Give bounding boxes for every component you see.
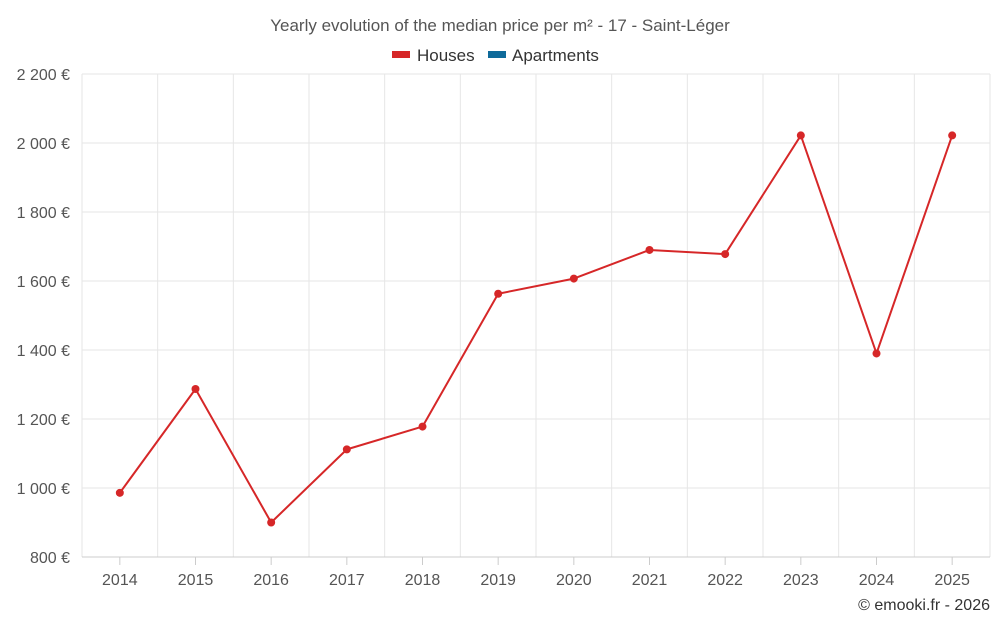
- data-point-houses-2018[interactable]: [418, 422, 427, 431]
- legend-label-houses[interactable]: Houses: [417, 46, 475, 65]
- legend-swatch-apartments: [488, 51, 506, 58]
- y-tick-label: 1 000 €: [17, 481, 70, 498]
- legend-swatch-houses: [392, 51, 410, 58]
- data-point-houses-2017[interactable]: [342, 445, 351, 454]
- series: [115, 131, 957, 527]
- x-tick-label: 2015: [178, 572, 214, 589]
- legend: Houses Apartments: [392, 46, 599, 65]
- x-tick-label: 2021: [632, 572, 668, 589]
- y-tick-label: 2 200 €: [17, 67, 70, 84]
- data-point-houses-2025[interactable]: [948, 131, 957, 140]
- data-point-houses-2016[interactable]: [267, 518, 276, 527]
- y-tick-label: 1 200 €: [17, 412, 70, 429]
- y-tick-label: 1 600 €: [17, 274, 70, 291]
- legend-label-apartments[interactable]: Apartments: [512, 46, 599, 65]
- data-point-houses-2015[interactable]: [191, 384, 200, 393]
- x-tick-label: 2014: [102, 572, 138, 589]
- data-point-houses-2020[interactable]: [569, 274, 578, 283]
- data-point-houses-2021[interactable]: [645, 245, 654, 254]
- data-point-houses-2019[interactable]: [494, 289, 503, 298]
- credit-text: © emooki.fr - 2026: [858, 597, 990, 614]
- data-point-houses-2022[interactable]: [721, 250, 730, 259]
- y-tick-label: 1 400 €: [17, 343, 70, 360]
- grid: [81, 73, 991, 557]
- x-tick-label: 2022: [707, 572, 743, 589]
- x-tick-label: 2017: [329, 572, 365, 589]
- y-tick-label: 1 800 €: [17, 205, 70, 222]
- chart-title: Yearly evolution of the median price per…: [270, 16, 730, 35]
- x-tick-label: 2024: [859, 572, 895, 589]
- y-tick-label: 800 €: [30, 550, 70, 567]
- y-tick-label: 2 000 €: [17, 136, 70, 153]
- x-tick-label: 2020: [556, 572, 592, 589]
- x-tick-label: 2016: [253, 572, 289, 589]
- x-tick-label: 2019: [480, 572, 516, 589]
- axes: 800 € 1 000 € 1 200 € 1 400 € 1 600 € 1 800 €…: [17, 67, 990, 589]
- series-line-houses: [119, 134, 954, 524]
- x-tick-label: 2025: [934, 572, 970, 589]
- x-tick-label: 2023: [783, 572, 819, 589]
- data-point-houses-2023[interactable]: [796, 131, 805, 140]
- data-point-houses-2014[interactable]: [115, 488, 124, 497]
- data-point-houses-2024[interactable]: [872, 349, 881, 358]
- x-tick-label: 2018: [405, 572, 441, 589]
